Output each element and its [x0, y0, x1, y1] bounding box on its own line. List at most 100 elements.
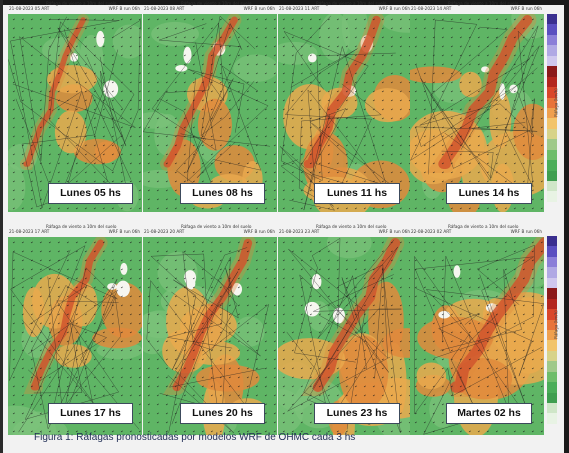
- wind-gust-map: [8, 237, 142, 435]
- wind-vector: [273, 394, 276, 397]
- wind-vector: [432, 430, 435, 433]
- wind-vector: [381, 331, 384, 334]
- wind-vector: [495, 54, 498, 57]
- wind-vector: [192, 135, 195, 138]
- wind-vector: [309, 421, 312, 424]
- wind-vector: [165, 153, 168, 156]
- wind-vector: [66, 72, 69, 75]
- wind-vector: [282, 72, 285, 75]
- wind-vector: [522, 331, 525, 334]
- wind-vector: [468, 304, 471, 307]
- wind-vector: [414, 198, 417, 201]
- wind-vector: [30, 376, 33, 379]
- wind-vector: [468, 358, 471, 361]
- wind-vector: [129, 241, 132, 244]
- wind-vector: [459, 268, 462, 271]
- wind-vector: [459, 27, 462, 30]
- wind-vector: [423, 268, 426, 271]
- province-border: [18, 278, 118, 433]
- wind-vector: [273, 322, 276, 325]
- wind-vector: [156, 259, 159, 262]
- wind-vector: [273, 171, 276, 174]
- wind-vector: [66, 322, 69, 325]
- wind-vector: [381, 430, 384, 433]
- wind-vector: [414, 180, 417, 183]
- wind-vector: [372, 63, 375, 66]
- wind-vector: [441, 241, 444, 244]
- wind-vector: [477, 331, 480, 334]
- wind-vector: [120, 304, 123, 307]
- map-panel: Ráfaga de viento a 10m del suelo 21-08-20…: [143, 224, 277, 435]
- wind-vector: [423, 322, 426, 325]
- wind-vector: [138, 117, 141, 120]
- wind-vector: [165, 277, 168, 280]
- wind-vector: [504, 331, 507, 334]
- wind-vector: [192, 207, 195, 210]
- wind-vector: [201, 99, 204, 102]
- wind-vector: [459, 250, 462, 253]
- wind-vector: [309, 81, 312, 84]
- wind-vector: [129, 27, 132, 30]
- wind-vector: [138, 322, 141, 325]
- wind-vector: [477, 394, 480, 397]
- wind-vector: [219, 54, 222, 57]
- wind-vector: [354, 144, 357, 147]
- wind-vector: [450, 72, 453, 75]
- wind-vector: [354, 117, 357, 120]
- wind-vector: [504, 36, 507, 39]
- wind-vector: [228, 295, 231, 298]
- wind-vector: [336, 45, 339, 48]
- time-label: Lunes 14 hs: [446, 183, 532, 204]
- wind-vector: [111, 135, 114, 138]
- wind-vector: [399, 241, 402, 244]
- wind-vector: [327, 268, 330, 271]
- wind-vector: [156, 90, 159, 93]
- wind-vector: [246, 250, 249, 253]
- wind-vector: [327, 313, 330, 316]
- wind-vector: [423, 117, 426, 120]
- wind-vector: [102, 81, 105, 84]
- wind-vector: [300, 259, 303, 262]
- wind-vector: [219, 385, 222, 388]
- wind-vector: [12, 286, 15, 289]
- wind-vector: [57, 277, 60, 280]
- wind-vector: [57, 430, 60, 433]
- wind-vector: [423, 198, 426, 201]
- wind-vector: [183, 54, 186, 57]
- wind-vector: [246, 259, 249, 262]
- colorbar-segment: [547, 246, 557, 257]
- wind-vector: [327, 322, 330, 325]
- wind-vector: [39, 322, 42, 325]
- wind-vector: [156, 376, 159, 379]
- wind-vector: [75, 295, 78, 298]
- wind-vector: [39, 412, 42, 415]
- wind-vector: [522, 367, 525, 370]
- wind-vector: [300, 36, 303, 39]
- wind-vector: [540, 250, 543, 253]
- wind-vector: [192, 349, 195, 352]
- wind-vector: [495, 358, 498, 361]
- wind-vector: [414, 36, 417, 39]
- wind-vector: [138, 367, 141, 370]
- wind-vector: [30, 144, 33, 147]
- wind-vector: [540, 322, 543, 325]
- wind-vector: [309, 198, 312, 201]
- wind-vector: [381, 259, 384, 262]
- wind-vector: [459, 63, 462, 66]
- map-header-h1: Ráfaga de viento a 10m del suelo: [316, 224, 387, 229]
- high-terrain-mask: [231, 282, 243, 296]
- wind-vector: [147, 63, 150, 66]
- wind-vector: [399, 162, 402, 165]
- wind-vector: [318, 349, 321, 352]
- wind-vector: [39, 385, 42, 388]
- wind-vector: [390, 268, 393, 271]
- wind-vector: [174, 18, 177, 21]
- wind-vector: [468, 117, 471, 120]
- wind-vector: [459, 349, 462, 352]
- wind-vector: [441, 144, 444, 147]
- wind-vector: [93, 99, 96, 102]
- wind-vector: [513, 295, 516, 298]
- wind-vector: [57, 144, 60, 147]
- wind-vector: [291, 268, 294, 271]
- wind-vector: [174, 259, 177, 262]
